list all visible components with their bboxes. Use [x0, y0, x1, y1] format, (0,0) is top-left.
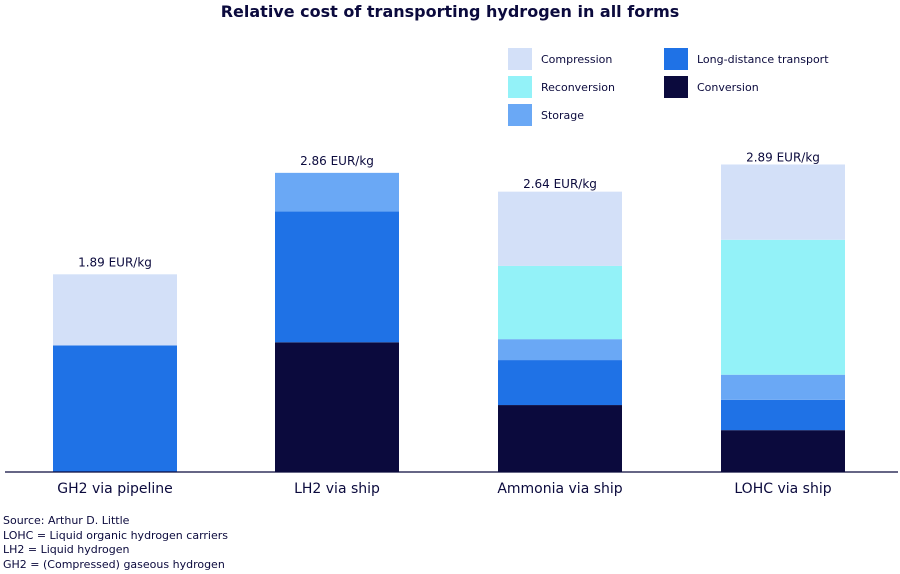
bar-segment-storage	[275, 172, 399, 212]
bar-segment-compression	[721, 164, 845, 240]
bar-gh2-via-pipeline	[53, 274, 177, 472]
bar-lh2-via-ship	[275, 172, 399, 472]
bars: 1.89 EUR/kg 2.86 EUR/kg 2.64 EUR/kg 2.89 EU…	[53, 151, 845, 472]
bar-ammonia-via-ship	[498, 191, 622, 472]
legend-label: Long-distance transport	[697, 53, 829, 66]
note-source: Source: Arthur D. Little	[3, 514, 130, 527]
legend-label: Storage	[541, 109, 584, 122]
legend: Compression Long-distance transport Reconv…	[508, 48, 829, 126]
bar-segment-compression	[498, 191, 622, 266]
legend-swatch	[508, 104, 532, 126]
note-lh2: LH2 = Liquid hydrogen	[3, 543, 130, 556]
legend-label: Reconversion	[541, 81, 615, 94]
bar-segment-conversion	[275, 342, 399, 472]
x-axis-labels: GH2 via pipeline LH2 via ship Ammonia via …	[57, 481, 831, 497]
x-tick-label: GH2 via pipeline	[57, 481, 172, 497]
bar-segment-reconversion	[721, 239, 845, 375]
bar-segment-reconversion	[498, 265, 622, 340]
x-tick-label: LOHC via ship	[734, 481, 831, 497]
bar-segment-long-distance-transport	[275, 211, 399, 343]
total-label: 2.86 EUR/kg	[300, 154, 374, 168]
legend-item-conversion: Conversion	[664, 76, 759, 98]
chart-title: Relative cost of transporting hydrogen i…	[221, 2, 680, 21]
bar-segment-long-distance-transport	[498, 360, 622, 406]
legend-item-storage: Storage	[508, 104, 584, 126]
legend-item-compression: Compression	[508, 48, 612, 70]
legend-swatch	[508, 48, 532, 70]
legend-label: Compression	[541, 53, 612, 66]
chart: Relative cost of transporting hydrogen i…	[5, 2, 898, 497]
x-tick-label: Ammonia via ship	[497, 481, 622, 497]
legend-swatch	[664, 76, 688, 98]
bar-segment-storage	[721, 374, 845, 400]
legend-swatch	[664, 48, 688, 70]
bar-segment-storage	[498, 339, 622, 361]
legend-label: Conversion	[697, 81, 759, 94]
x-tick-label: LH2 via ship	[294, 481, 380, 497]
total-label: 2.64 EUR/kg	[523, 177, 597, 191]
bar-lohc-via-ship	[721, 164, 845, 472]
bar-segment-compression	[53, 274, 177, 346]
legend-item-long-distance-transport: Long-distance transport	[664, 48, 829, 70]
bar-segment-long-distance-transport	[721, 399, 845, 431]
legend-swatch	[508, 76, 532, 98]
source-notes: Source: Arthur D. Little LOHC = Liquid o…	[3, 514, 228, 572]
bar-segment-conversion	[721, 430, 845, 472]
note-gh2: GH2 = (Compressed) gaseous hydrogen	[3, 557, 225, 571]
total-label: 2.89 EUR/kg	[746, 151, 820, 165]
note-lohc: LOHC = Liquid organic hydrogen carriers	[3, 528, 228, 542]
total-label: 1.89 EUR/kg	[78, 255, 152, 269]
bar-segment-long-distance-transport	[53, 345, 177, 472]
bar-segment-conversion	[498, 405, 622, 472]
legend-item-reconversion: Reconversion	[508, 76, 615, 98]
